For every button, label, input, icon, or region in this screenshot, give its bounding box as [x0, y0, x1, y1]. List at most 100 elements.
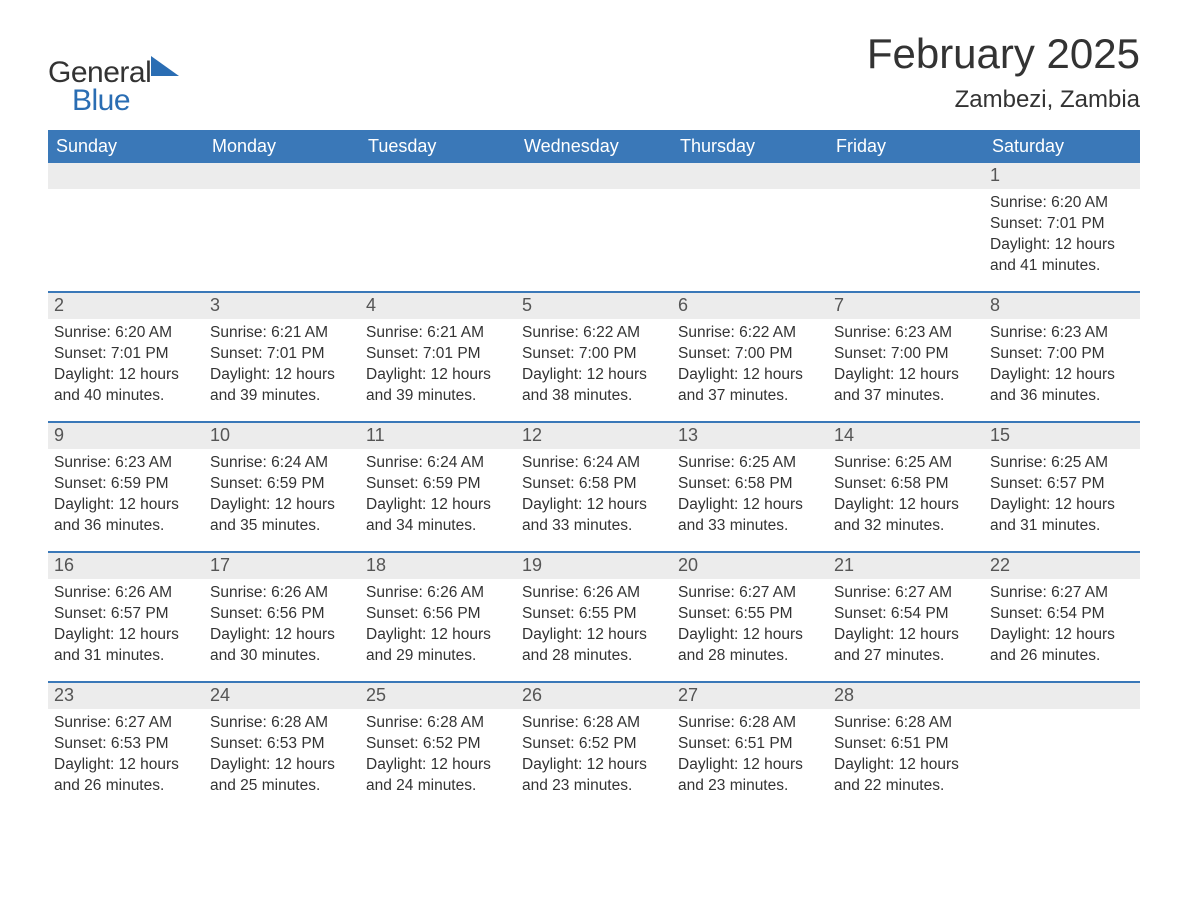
day-cell: 8Sunrise: 6:23 AMSunset: 7:00 PMDaylight…: [984, 293, 1140, 421]
weekday-header: Friday: [828, 130, 984, 163]
day-day1: Daylight: 12 hours: [54, 625, 198, 646]
day-day1: Daylight: 12 hours: [834, 625, 978, 646]
day-sunset: Sunset: 6:55 PM: [522, 604, 666, 625]
location-title: Zambezi, Zambia: [867, 86, 1140, 114]
day-cell: 18Sunrise: 6:26 AMSunset: 6:56 PMDayligh…: [360, 553, 516, 681]
day-sunset: Sunset: 6:54 PM: [990, 604, 1134, 625]
day-day1: Daylight: 12 hours: [54, 365, 198, 386]
day-cell: 28Sunrise: 6:28 AMSunset: 6:51 PMDayligh…: [828, 683, 984, 811]
day-sunset: Sunset: 6:58 PM: [522, 474, 666, 495]
day-sunrise: Sunrise: 6:28 AM: [210, 713, 354, 734]
day-sunrise: Sunrise: 6:26 AM: [522, 583, 666, 604]
day-body: [672, 189, 828, 203]
day-sunset: Sunset: 7:00 PM: [834, 344, 978, 365]
day-cell: 20Sunrise: 6:27 AMSunset: 6:55 PMDayligh…: [672, 553, 828, 681]
day-day1: Daylight: 12 hours: [210, 625, 354, 646]
day-number: 23: [48, 683, 204, 709]
week-row: 1Sunrise: 6:20 AMSunset: 7:01 PMDaylight…: [48, 163, 1140, 291]
day-cell: 3Sunrise: 6:21 AMSunset: 7:01 PMDaylight…: [204, 293, 360, 421]
day-body: Sunrise: 6:27 AMSunset: 6:54 PMDaylight:…: [984, 579, 1140, 677]
day-number: [48, 163, 204, 189]
day-number: 6: [672, 293, 828, 319]
day-sunrise: Sunrise: 6:28 AM: [366, 713, 510, 734]
day-number: 27: [672, 683, 828, 709]
day-number: 15: [984, 423, 1140, 449]
day-sunrise: Sunrise: 6:27 AM: [54, 713, 198, 734]
day-cell: 16Sunrise: 6:26 AMSunset: 6:57 PMDayligh…: [48, 553, 204, 681]
day-day2: and 22 minutes.: [834, 776, 978, 797]
day-day2: and 39 minutes.: [366, 386, 510, 407]
week-row: 16Sunrise: 6:26 AMSunset: 6:57 PMDayligh…: [48, 551, 1140, 681]
day-body: Sunrise: 6:27 AMSunset: 6:54 PMDaylight:…: [828, 579, 984, 677]
day-sunset: Sunset: 6:59 PM: [54, 474, 198, 495]
day-body: Sunrise: 6:24 AMSunset: 6:58 PMDaylight:…: [516, 449, 672, 547]
day-sunset: Sunset: 6:54 PM: [834, 604, 978, 625]
day-day2: and 25 minutes.: [210, 776, 354, 797]
weekday-header: Thursday: [672, 130, 828, 163]
day-cell: [360, 163, 516, 291]
day-body: [204, 189, 360, 203]
day-day1: Daylight: 12 hours: [990, 235, 1134, 256]
day-day1: Daylight: 12 hours: [834, 495, 978, 516]
day-day1: Daylight: 12 hours: [834, 755, 978, 776]
day-body: [516, 189, 672, 203]
weekday-header: Saturday: [984, 130, 1140, 163]
day-sunrise: Sunrise: 6:23 AM: [54, 453, 198, 474]
day-sunrise: Sunrise: 6:27 AM: [678, 583, 822, 604]
day-sunrise: Sunrise: 6:25 AM: [678, 453, 822, 474]
day-cell: 23Sunrise: 6:27 AMSunset: 6:53 PMDayligh…: [48, 683, 204, 811]
day-day2: and 28 minutes.: [678, 646, 822, 667]
day-sunset: Sunset: 6:53 PM: [210, 734, 354, 755]
day-body: Sunrise: 6:22 AMSunset: 7:00 PMDaylight:…: [672, 319, 828, 417]
day-body: [828, 189, 984, 203]
logo: General Blue: [48, 30, 179, 118]
logo-triangle-icon: [151, 56, 179, 76]
week-row: 2Sunrise: 6:20 AMSunset: 7:01 PMDaylight…: [48, 291, 1140, 421]
day-number: 14: [828, 423, 984, 449]
day-number: [516, 163, 672, 189]
day-sunrise: Sunrise: 6:25 AM: [834, 453, 978, 474]
day-sunset: Sunset: 6:51 PM: [678, 734, 822, 755]
day-cell: [672, 163, 828, 291]
day-day2: and 40 minutes.: [54, 386, 198, 407]
day-sunrise: Sunrise: 6:27 AM: [990, 583, 1134, 604]
day-sunset: Sunset: 6:52 PM: [522, 734, 666, 755]
day-number: 26: [516, 683, 672, 709]
day-day2: and 39 minutes.: [210, 386, 354, 407]
day-number: [984, 683, 1140, 709]
day-number: 21: [828, 553, 984, 579]
day-number: [672, 163, 828, 189]
day-cell: 5Sunrise: 6:22 AMSunset: 7:00 PMDaylight…: [516, 293, 672, 421]
day-cell: [48, 163, 204, 291]
day-day2: and 29 minutes.: [366, 646, 510, 667]
day-number: [204, 163, 360, 189]
day-cell: 13Sunrise: 6:25 AMSunset: 6:58 PMDayligh…: [672, 423, 828, 551]
day-cell: 10Sunrise: 6:24 AMSunset: 6:59 PMDayligh…: [204, 423, 360, 551]
day-sunrise: Sunrise: 6:23 AM: [834, 323, 978, 344]
weekday-header-row: Sunday Monday Tuesday Wednesday Thursday…: [48, 130, 1140, 163]
day-number: 8: [984, 293, 1140, 319]
day-number: 20: [672, 553, 828, 579]
day-sunrise: Sunrise: 6:21 AM: [210, 323, 354, 344]
day-number: [828, 163, 984, 189]
day-body: Sunrise: 6:28 AMSunset: 6:51 PMDaylight:…: [672, 709, 828, 807]
day-number: 13: [672, 423, 828, 449]
day-day1: Daylight: 12 hours: [366, 365, 510, 386]
day-day2: and 38 minutes.: [522, 386, 666, 407]
day-day2: and 41 minutes.: [990, 256, 1134, 277]
day-number: 4: [360, 293, 516, 319]
day-day1: Daylight: 12 hours: [366, 755, 510, 776]
day-body: Sunrise: 6:28 AMSunset: 6:53 PMDaylight:…: [204, 709, 360, 807]
day-day1: Daylight: 12 hours: [678, 755, 822, 776]
day-sunset: Sunset: 6:57 PM: [54, 604, 198, 625]
day-cell: [204, 163, 360, 291]
day-cell: 1Sunrise: 6:20 AMSunset: 7:01 PMDaylight…: [984, 163, 1140, 291]
day-day1: Daylight: 12 hours: [522, 365, 666, 386]
day-sunset: Sunset: 6:55 PM: [678, 604, 822, 625]
day-sunset: Sunset: 7:01 PM: [54, 344, 198, 365]
day-body: [360, 189, 516, 203]
day-day2: and 37 minutes.: [678, 386, 822, 407]
day-day1: Daylight: 12 hours: [990, 625, 1134, 646]
day-body: Sunrise: 6:28 AMSunset: 6:52 PMDaylight:…: [516, 709, 672, 807]
day-number: 24: [204, 683, 360, 709]
